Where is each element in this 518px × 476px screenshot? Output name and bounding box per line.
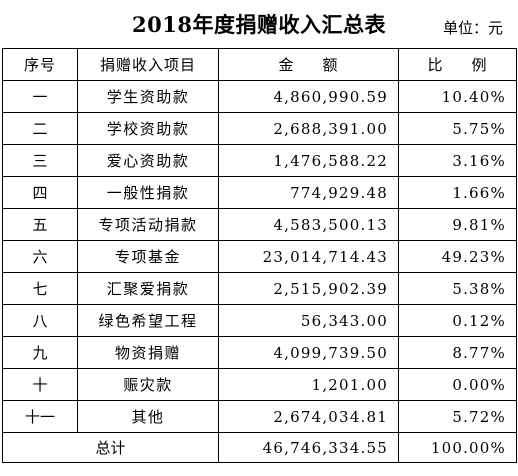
table-row: 二 学校资助款 2,688,391.00 5.75% xyxy=(2,112,517,145)
column-header-index: 序号 xyxy=(2,48,78,81)
table-row: 九 物资捐赠 4,099,739.50 8.77% xyxy=(2,336,517,369)
column-header-ratio: 比例 xyxy=(398,48,517,81)
row-ratio: 49.23% xyxy=(398,240,517,273)
row-amount: 4,583,500.13 xyxy=(218,208,399,241)
row-item: 爱心资助款 xyxy=(77,144,219,177)
row-item: 专项活动捐款 xyxy=(77,208,219,241)
row-index: 六 xyxy=(2,240,78,273)
row-item: 一般性捐款 xyxy=(77,176,219,209)
row-ratio: 5.72% xyxy=(398,400,517,433)
row-index: 一 xyxy=(2,80,78,113)
table-row: 十一 其他 2,674,034.81 5.72% xyxy=(2,400,517,433)
row-index: 十 xyxy=(2,368,78,401)
unit-label: 单位：元 xyxy=(442,19,503,37)
table-row: 八 绿色希望工程 56,343.00 0.12% xyxy=(2,304,517,337)
row-amount: 774,929.48 xyxy=(218,176,399,209)
row-item: 学生资助款 xyxy=(77,80,219,113)
table-header-row: 序号 捐赠收入项目 金额 比例 xyxy=(2,48,517,81)
row-amount: 1,201.00 xyxy=(218,368,399,401)
row-amount: 4,860,990.59 xyxy=(218,80,399,113)
row-amount: 1,476,588.22 xyxy=(218,144,399,177)
row-ratio: 5.38% xyxy=(398,272,517,305)
column-header-amount: 金额 xyxy=(218,48,399,81)
row-item: 专项基金 xyxy=(77,240,219,273)
row-amount: 2,515,902.39 xyxy=(218,272,399,305)
column-header-amount-left: 金 xyxy=(278,56,295,74)
row-item: 学校资助款 xyxy=(77,112,219,145)
row-item: 赈灾款 xyxy=(77,368,219,401)
row-amount: 2,688,391.00 xyxy=(218,112,399,145)
table-row: 七 汇聚爱捐款 2,515,902.39 5.38% xyxy=(2,272,517,305)
row-index: 二 xyxy=(2,112,78,145)
row-index: 四 xyxy=(2,176,78,209)
row-ratio: 0.00% xyxy=(398,368,517,401)
row-ratio: 1.66% xyxy=(398,176,517,209)
column-header-item: 捐赠收入项目 xyxy=(77,48,219,81)
total-label: 总计 xyxy=(2,432,219,463)
row-ratio: 0.12% xyxy=(398,304,517,337)
row-ratio: 8.77% xyxy=(398,336,517,369)
table-row: 一 学生资助款 4,860,990.59 10.40% xyxy=(2,80,517,113)
row-ratio: 5.75% xyxy=(398,112,517,145)
row-index: 八 xyxy=(2,304,78,337)
row-item: 绿色希望工程 xyxy=(77,304,219,337)
report-title: 2018年度捐赠收入汇总表 xyxy=(132,12,386,37)
row-index: 十一 xyxy=(2,400,78,433)
column-header-ratio-left: 比 xyxy=(427,56,444,74)
column-header-amount-right: 额 xyxy=(322,56,339,74)
table-row: 三 爱心资助款 1,476,588.22 3.16% xyxy=(2,144,517,177)
row-ratio: 9.81% xyxy=(398,208,517,241)
row-item: 汇聚爱捐款 xyxy=(77,272,219,305)
table-row: 四 一般性捐款 774,929.48 1.66% xyxy=(2,176,517,209)
total-amount: 46,746,334.55 xyxy=(218,432,399,463)
row-item: 其他 xyxy=(77,400,219,433)
row-index: 五 xyxy=(2,208,78,241)
total-ratio: 100.00% xyxy=(398,432,517,463)
row-ratio: 3.16% xyxy=(398,144,517,177)
row-item: 物资捐赠 xyxy=(77,336,219,369)
row-index: 三 xyxy=(2,144,78,177)
total-row: 总计 46,746,334.55 100.00% xyxy=(2,432,517,463)
table-row: 十 赈灾款 1,201.00 0.00% xyxy=(2,368,517,401)
row-index: 七 xyxy=(2,272,78,305)
row-amount: 4,099,739.50 xyxy=(218,336,399,369)
row-amount: 56,343.00 xyxy=(218,304,399,337)
row-ratio: 10.40% xyxy=(398,80,517,113)
row-index: 九 xyxy=(2,336,78,369)
column-header-ratio-right: 例 xyxy=(471,56,488,74)
table-row: 五 专项活动捐款 4,583,500.13 9.81% xyxy=(2,208,517,241)
table-row: 六 专项基金 23,014,714.43 49.23% xyxy=(2,240,517,273)
row-amount: 2,674,034.81 xyxy=(218,400,399,433)
row-amount: 23,014,714.43 xyxy=(218,240,399,273)
donation-income-table: 序号 捐赠收入项目 金额 比例 一 学生资助款 4,860,990.59 10.… xyxy=(2,48,517,463)
report-header: 2018年度捐赠收入汇总表 单位：元 xyxy=(0,0,518,48)
